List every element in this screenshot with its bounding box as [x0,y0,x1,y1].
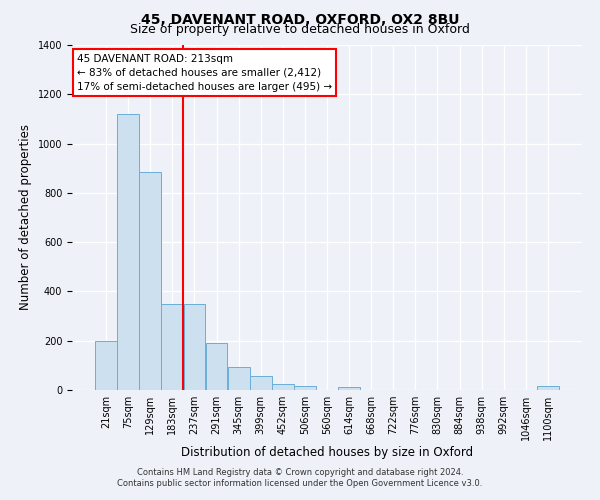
Y-axis label: Number of detached properties: Number of detached properties [19,124,32,310]
Bar [338,387,360,390]
Bar [250,376,272,390]
Bar [161,304,184,390]
Text: 45, DAVENANT ROAD, OXFORD, OX2 8BU: 45, DAVENANT ROAD, OXFORD, OX2 8BU [141,12,459,26]
Bar [228,366,250,390]
Text: 45 DAVENANT ROAD: 213sqm
← 83% of detached houses are smaller (2,412)
17% of sem: 45 DAVENANT ROAD: 213sqm ← 83% of detach… [77,54,332,92]
Bar [117,114,139,390]
Bar [294,386,316,390]
Bar [206,343,227,390]
Text: Contains HM Land Registry data © Crown copyright and database right 2024.
Contai: Contains HM Land Registry data © Crown c… [118,468,482,487]
Bar [537,386,559,390]
Bar [272,384,294,390]
Text: Size of property relative to detached houses in Oxford: Size of property relative to detached ho… [130,22,470,36]
Bar [95,340,117,390]
Bar [139,172,161,390]
Bar [184,304,205,390]
X-axis label: Distribution of detached houses by size in Oxford: Distribution of detached houses by size … [181,446,473,458]
